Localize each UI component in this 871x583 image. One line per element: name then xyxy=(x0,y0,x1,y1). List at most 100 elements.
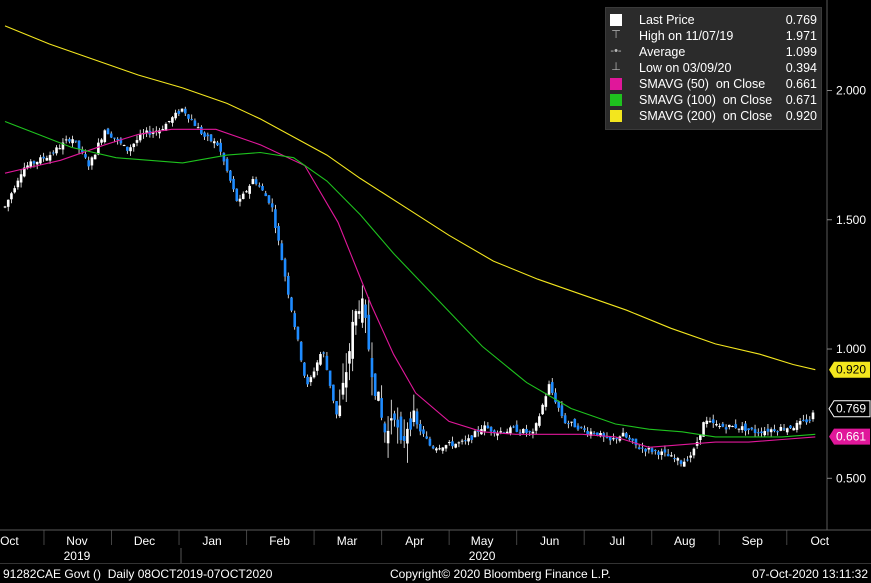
candle-body xyxy=(628,437,631,440)
candle-body xyxy=(599,433,602,437)
candle-body xyxy=(438,448,441,450)
candle-body xyxy=(303,362,306,376)
legend-item: SMAVG (50) on Close 0.661 xyxy=(610,76,817,92)
legend-value: 0.671 xyxy=(785,93,817,107)
candle-body xyxy=(209,134,213,142)
candle-body xyxy=(470,435,474,440)
candle-body xyxy=(460,440,464,442)
candle-body xyxy=(26,165,29,169)
candle-body xyxy=(103,130,107,143)
candle-body xyxy=(80,149,84,152)
candle-body xyxy=(341,382,345,395)
candle-body xyxy=(328,370,332,386)
legend-label: Low on 03/09/20 xyxy=(639,61,732,75)
candle-body xyxy=(792,428,795,431)
candle-body xyxy=(48,155,52,161)
candle-body xyxy=(776,431,779,433)
candle-body xyxy=(441,447,445,451)
candle-body xyxy=(737,428,741,430)
candle-body xyxy=(657,451,660,455)
candle-body xyxy=(747,428,750,431)
candle-body xyxy=(596,432,599,436)
candle-body xyxy=(206,134,210,137)
candle-body xyxy=(315,362,319,371)
candle-body xyxy=(132,143,136,148)
candle-body xyxy=(602,433,606,437)
price-tag-label: 0.769 xyxy=(836,402,866,416)
low-marker-icon: ⊥ xyxy=(611,61,621,73)
candle-body xyxy=(715,424,718,426)
candle-body xyxy=(261,186,264,191)
candle-body xyxy=(454,443,457,448)
legend-swatch xyxy=(610,14,622,26)
candle-body xyxy=(335,401,338,415)
candle-body xyxy=(180,108,184,112)
candle-body xyxy=(6,199,10,207)
candle-body xyxy=(225,158,229,171)
candle-body xyxy=(241,193,245,199)
y-tick-label: 2.000 xyxy=(836,83,866,97)
candle-body xyxy=(106,128,110,135)
y-tick-label: 1.500 xyxy=(836,213,866,227)
candle-body xyxy=(499,431,503,433)
candle-body xyxy=(238,198,242,202)
candle-body xyxy=(570,421,573,423)
candle-body xyxy=(689,455,692,458)
candle-body xyxy=(528,431,532,433)
legend-label: Average xyxy=(639,45,686,59)
y-tick-label: 1.000 xyxy=(836,342,866,356)
candle-body xyxy=(811,412,815,420)
candle-body xyxy=(621,432,625,437)
candle-body xyxy=(254,179,258,184)
candle-body xyxy=(212,141,216,144)
candle-body xyxy=(126,146,129,151)
candle-body xyxy=(61,142,65,150)
candle-body xyxy=(216,142,219,146)
x-tick-label: Nov xyxy=(66,534,87,548)
legend-value: 1.099 xyxy=(785,45,817,59)
y-tick-group: 0.500 1.000 1.500 2.000 xyxy=(827,83,866,485)
candle-body xyxy=(406,428,409,444)
candle-body xyxy=(724,427,728,430)
candle-body xyxy=(544,396,548,407)
candle-body xyxy=(798,421,802,425)
candle-body xyxy=(653,449,657,451)
candle-body xyxy=(592,433,596,435)
candle-body xyxy=(393,413,396,420)
price-tag xyxy=(829,361,870,378)
candle-body xyxy=(773,429,776,432)
legend-label: SMAVG (200) on Close xyxy=(639,109,773,123)
candle-body xyxy=(3,206,7,208)
candle-body xyxy=(644,448,647,452)
candle-body xyxy=(679,460,683,464)
candle-body xyxy=(576,425,580,430)
candle-body xyxy=(151,132,155,134)
price-tag xyxy=(829,428,870,445)
candle-body xyxy=(573,419,577,428)
candle-body xyxy=(290,297,293,311)
candle-body xyxy=(782,428,786,430)
x-year-label: 2019 xyxy=(64,549,91,563)
axes xyxy=(0,0,871,531)
candle-body xyxy=(412,410,416,422)
candle-body xyxy=(711,419,715,424)
candle-body xyxy=(51,152,55,154)
candle-body xyxy=(509,427,512,434)
legend-label: Last Price xyxy=(639,13,695,27)
candle-body xyxy=(19,174,23,183)
candle-body xyxy=(370,358,374,378)
x-tick-label: Oct xyxy=(810,534,829,548)
candle-body xyxy=(515,424,519,432)
candle-body xyxy=(377,391,380,401)
candle-body xyxy=(171,117,174,123)
candle-body xyxy=(380,398,383,418)
candle-body xyxy=(367,314,371,350)
candle-body xyxy=(608,436,612,441)
candle-body xyxy=(312,371,316,378)
legend-value: 1.971 xyxy=(785,29,817,43)
candle-body xyxy=(39,157,42,164)
x-tick-label: Oct xyxy=(0,534,19,548)
candle-body xyxy=(505,431,509,434)
candle-body xyxy=(299,341,303,361)
candle-body xyxy=(190,119,194,121)
